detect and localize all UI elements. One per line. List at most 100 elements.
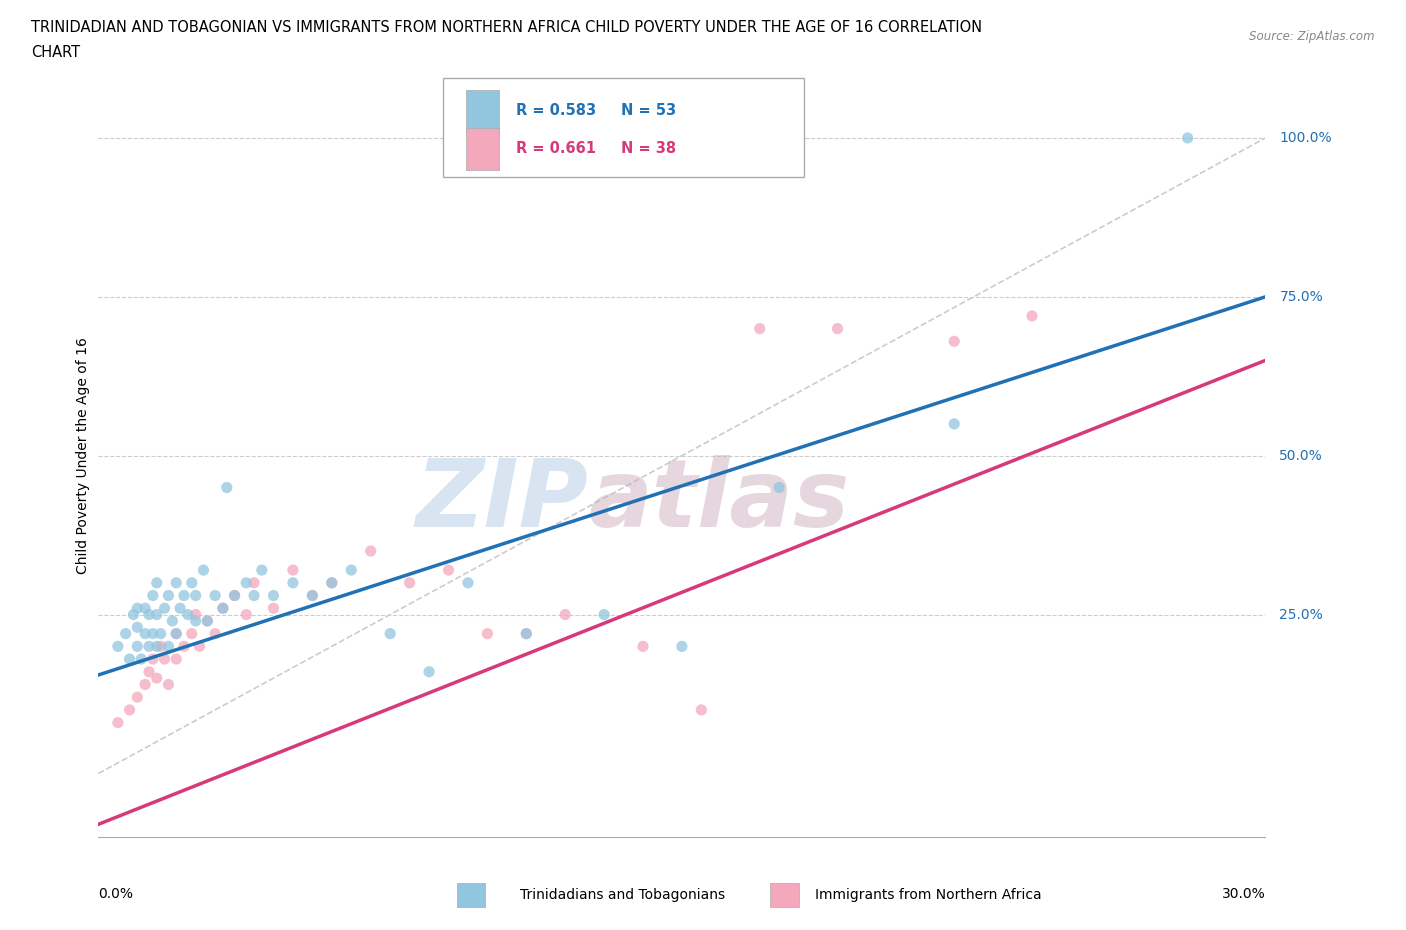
Point [671, 639, 693, 654]
Point [165, 576, 187, 591]
Point [165, 626, 187, 641]
Point [631, 639, 654, 654]
Point [321, 576, 343, 591]
Point [224, 588, 246, 603]
Text: TRINIDADIAN AND TOBAGONIAN VS IMMIGRANTS FROM NORTHERN AFRICA CHILD POVERTY UNDE: TRINIDADIAN AND TOBAGONIAN VS IMMIGRANTS… [31, 20, 981, 35]
Text: CHART: CHART [31, 45, 80, 60]
Point [235, 607, 257, 622]
Point [301, 588, 323, 603]
Point [184, 607, 207, 622]
Text: 75.0%: 75.0% [1279, 290, 1323, 304]
Point [243, 576, 266, 591]
Point [340, 563, 363, 578]
Point [398, 576, 420, 591]
Point [107, 639, 129, 654]
Point [193, 563, 215, 578]
Point [138, 664, 160, 679]
Point [165, 626, 187, 641]
Point [554, 607, 576, 622]
Point [262, 588, 284, 603]
Point [748, 321, 770, 336]
Point [169, 601, 191, 616]
Point [827, 321, 849, 336]
Point [153, 601, 176, 616]
Point [180, 576, 202, 591]
Text: ZIP: ZIP [416, 456, 589, 548]
Point [142, 626, 165, 641]
Text: 0.0%: 0.0% [98, 886, 134, 900]
Point [195, 614, 218, 629]
Point [114, 626, 136, 641]
Point [515, 626, 537, 641]
Point [1021, 309, 1043, 324]
Point [212, 601, 235, 616]
Text: 30.0%: 30.0% [1222, 886, 1265, 900]
Point [184, 614, 207, 629]
Point [146, 639, 169, 654]
Point [195, 614, 218, 629]
Point [378, 626, 402, 641]
Point [142, 652, 165, 667]
Text: N = 38: N = 38 [621, 141, 676, 156]
Point [127, 639, 149, 654]
Point [157, 639, 180, 654]
Point [107, 715, 129, 730]
FancyBboxPatch shape [465, 127, 499, 170]
Point [321, 576, 343, 591]
Point [177, 607, 200, 622]
Point [146, 607, 169, 622]
Point [768, 480, 790, 495]
Text: R = 0.583: R = 0.583 [516, 103, 596, 118]
Y-axis label: Child Poverty Under the Age of 16: Child Poverty Under the Age of 16 [76, 338, 90, 574]
Point [134, 677, 156, 692]
Point [212, 601, 235, 616]
Text: Immigrants from Northern Africa: Immigrants from Northern Africa [815, 887, 1042, 902]
Text: 100.0%: 100.0% [1279, 131, 1331, 145]
Point [204, 588, 226, 603]
Point [118, 702, 141, 717]
Point [146, 671, 169, 685]
Point [146, 576, 169, 591]
Point [157, 677, 180, 692]
Point [250, 563, 273, 578]
Point [127, 620, 149, 635]
Point [437, 563, 460, 578]
Point [153, 652, 176, 667]
Point [149, 626, 172, 641]
FancyBboxPatch shape [465, 89, 499, 132]
Point [204, 626, 226, 641]
Point [149, 639, 172, 654]
Point [162, 614, 184, 629]
Point [235, 576, 257, 591]
Point [215, 480, 238, 495]
Point [180, 626, 202, 641]
Text: atlas: atlas [589, 456, 849, 548]
Point [418, 664, 440, 679]
Text: N = 53: N = 53 [621, 103, 676, 118]
Point [184, 588, 207, 603]
Point [127, 601, 149, 616]
Text: 25.0%: 25.0% [1279, 607, 1323, 621]
Point [157, 588, 180, 603]
Point [127, 690, 149, 705]
Point [138, 607, 160, 622]
Point [243, 588, 266, 603]
Point [1177, 130, 1199, 145]
Point [173, 588, 195, 603]
Text: 50.0%: 50.0% [1279, 448, 1323, 463]
Text: Source: ZipAtlas.com: Source: ZipAtlas.com [1250, 30, 1375, 43]
Point [142, 588, 165, 603]
Point [134, 626, 156, 641]
Point [360, 543, 382, 558]
Point [129, 652, 152, 667]
Point [134, 601, 156, 616]
Point [301, 588, 323, 603]
FancyBboxPatch shape [443, 78, 804, 178]
Point [690, 702, 713, 717]
Point [122, 607, 145, 622]
Point [477, 626, 499, 641]
Point [173, 639, 195, 654]
Point [457, 576, 479, 591]
Point [188, 639, 211, 654]
Point [281, 563, 304, 578]
